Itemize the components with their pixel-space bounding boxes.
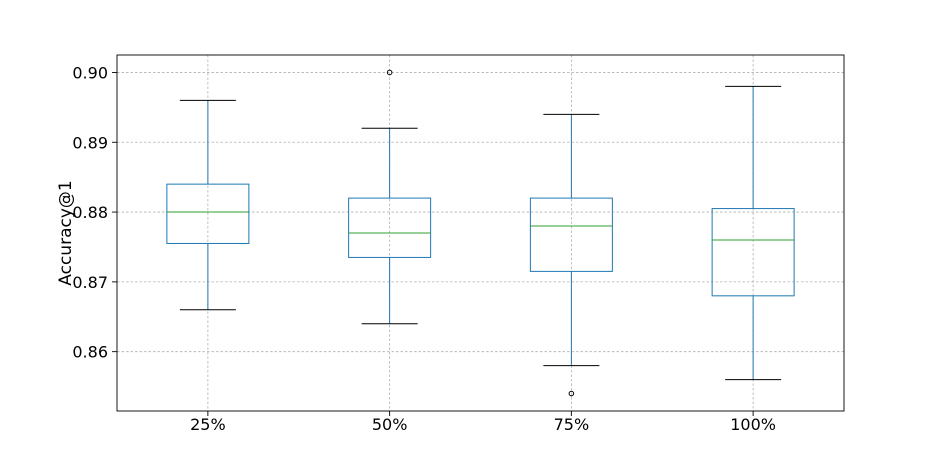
iqr-box [529, 197, 613, 272]
x-tick-label: 25% [190, 415, 226, 434]
y-tick-label: 0.88 [72, 203, 108, 222]
y-axis: 0.86 0.87 0.88 0.89 0.90 [72, 63, 117, 362]
x-axis: 25% 50% 75% 100% [190, 411, 776, 434]
iqr-box [711, 208, 795, 297]
iqr-box [348, 197, 432, 258]
boxes [166, 69, 795, 397]
y-tick-label: 0.87 [72, 273, 108, 292]
x-tick-label: 75% [554, 415, 590, 434]
y-axis-label: Accuracy@1 [56, 180, 76, 285]
box-3 [529, 113, 613, 397]
y-tick-label: 0.90 [72, 63, 108, 82]
y-tick-label: 0.86 [72, 343, 108, 362]
box-4 [711, 85, 795, 381]
box-2 [348, 69, 432, 325]
box-1 [166, 99, 250, 311]
x-tick-label: 100% [730, 415, 776, 434]
iqr-box [166, 183, 250, 244]
outlier-point [386, 69, 393, 76]
plot-frame [116, 54, 845, 412]
grid [117, 55, 844, 411]
y-tick-label: 0.89 [72, 133, 108, 152]
outlier-point [568, 390, 575, 397]
x-tick-label: 50% [372, 415, 408, 434]
